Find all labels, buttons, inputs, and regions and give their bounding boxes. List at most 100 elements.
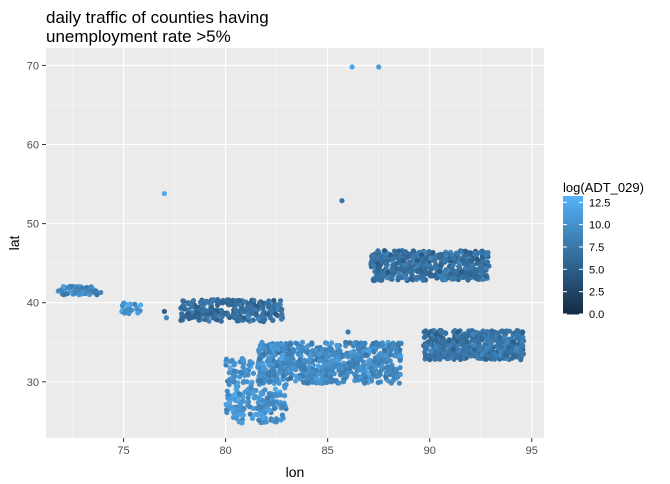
data-point xyxy=(455,275,462,281)
data-point xyxy=(121,310,128,316)
data-point xyxy=(275,346,281,352)
data-point xyxy=(230,414,237,420)
data-point xyxy=(126,310,132,317)
data-point xyxy=(478,263,485,269)
data-point xyxy=(266,356,273,363)
data-points xyxy=(55,64,527,426)
data-point xyxy=(214,302,221,308)
data-point xyxy=(312,352,318,358)
y-tick-label: 30 xyxy=(27,377,39,389)
data-point xyxy=(226,370,232,376)
legend-tick-label: 10.0 xyxy=(589,220,610,232)
data-point xyxy=(227,358,234,365)
y-axis-title: lat xyxy=(6,236,22,251)
data-point xyxy=(218,318,224,324)
data-point xyxy=(337,364,343,370)
data-point xyxy=(386,342,392,349)
data-point xyxy=(453,250,460,256)
data-point xyxy=(374,269,381,275)
data-point xyxy=(476,346,482,353)
data-point xyxy=(256,300,263,306)
data-point xyxy=(414,258,420,264)
legend-colorbar-segment xyxy=(563,293,583,297)
data-point xyxy=(437,273,444,279)
data-point xyxy=(301,379,307,385)
data-point xyxy=(467,264,473,270)
data-point xyxy=(466,350,472,357)
data-point xyxy=(427,255,433,261)
data-point xyxy=(334,342,340,349)
data-point xyxy=(202,316,208,323)
data-point xyxy=(460,355,466,361)
title-line-1: daily traffic of counties having xyxy=(46,8,269,27)
data-point xyxy=(218,307,225,314)
data-point xyxy=(426,271,432,277)
data-point xyxy=(409,276,415,282)
data-point xyxy=(333,362,339,368)
data-point xyxy=(265,396,271,402)
data-point xyxy=(237,411,243,417)
y-tick-label: 40 xyxy=(27,298,39,310)
data-point xyxy=(323,372,329,378)
data-point xyxy=(354,361,360,367)
data-point xyxy=(279,404,286,410)
data-point xyxy=(450,262,456,268)
data-point xyxy=(265,304,272,310)
data-point xyxy=(464,338,470,345)
data-point xyxy=(233,307,239,313)
legend-tick-label: 0.0 xyxy=(589,309,604,321)
data-point xyxy=(401,262,407,268)
data-point xyxy=(479,254,485,260)
data-point xyxy=(329,352,335,358)
data-point xyxy=(395,270,401,276)
data-point xyxy=(260,351,267,358)
data-point xyxy=(459,269,465,275)
data-point xyxy=(236,391,243,397)
data-point xyxy=(316,351,323,357)
legend-colorbar-segment xyxy=(563,260,583,265)
data-point xyxy=(74,286,81,292)
data-point xyxy=(232,298,238,304)
data-point xyxy=(233,386,239,393)
data-point xyxy=(460,257,466,263)
data-point xyxy=(428,328,434,334)
data-point xyxy=(433,331,439,338)
data-point xyxy=(393,346,399,352)
legend-colorbar-segment xyxy=(563,275,583,280)
data-point xyxy=(313,376,319,382)
data-point xyxy=(515,328,522,334)
grid-lines xyxy=(46,48,544,438)
data-point xyxy=(280,353,286,359)
data-point xyxy=(420,274,426,280)
data-point xyxy=(426,249,432,255)
data-point xyxy=(271,372,278,378)
data-point xyxy=(516,336,522,342)
data-point xyxy=(331,371,337,377)
data-point xyxy=(449,252,455,258)
data-point xyxy=(248,385,254,392)
data-point xyxy=(289,355,295,361)
legend-colorbar-segment xyxy=(563,216,583,221)
data-point xyxy=(498,344,505,350)
data-point xyxy=(255,361,261,367)
data-point xyxy=(288,370,294,377)
data-point xyxy=(383,261,389,267)
data-point xyxy=(483,356,490,362)
legend-colorbar-segment xyxy=(563,228,583,232)
data-point xyxy=(375,248,381,254)
data-point xyxy=(504,339,510,346)
data-point xyxy=(285,363,291,369)
data-point xyxy=(194,310,200,316)
data-point xyxy=(250,370,257,376)
data-point xyxy=(262,367,269,373)
legend-colorbar-segment xyxy=(563,222,583,226)
cluster-east-blob xyxy=(421,327,527,363)
cluster-band-78-82 xyxy=(178,297,286,325)
data-point xyxy=(294,341,300,347)
data-point xyxy=(210,314,216,321)
data-point xyxy=(431,353,437,359)
y-tick-label: 50 xyxy=(27,219,39,231)
data-point xyxy=(266,298,272,304)
data-point xyxy=(197,299,204,305)
data-point xyxy=(378,358,384,364)
